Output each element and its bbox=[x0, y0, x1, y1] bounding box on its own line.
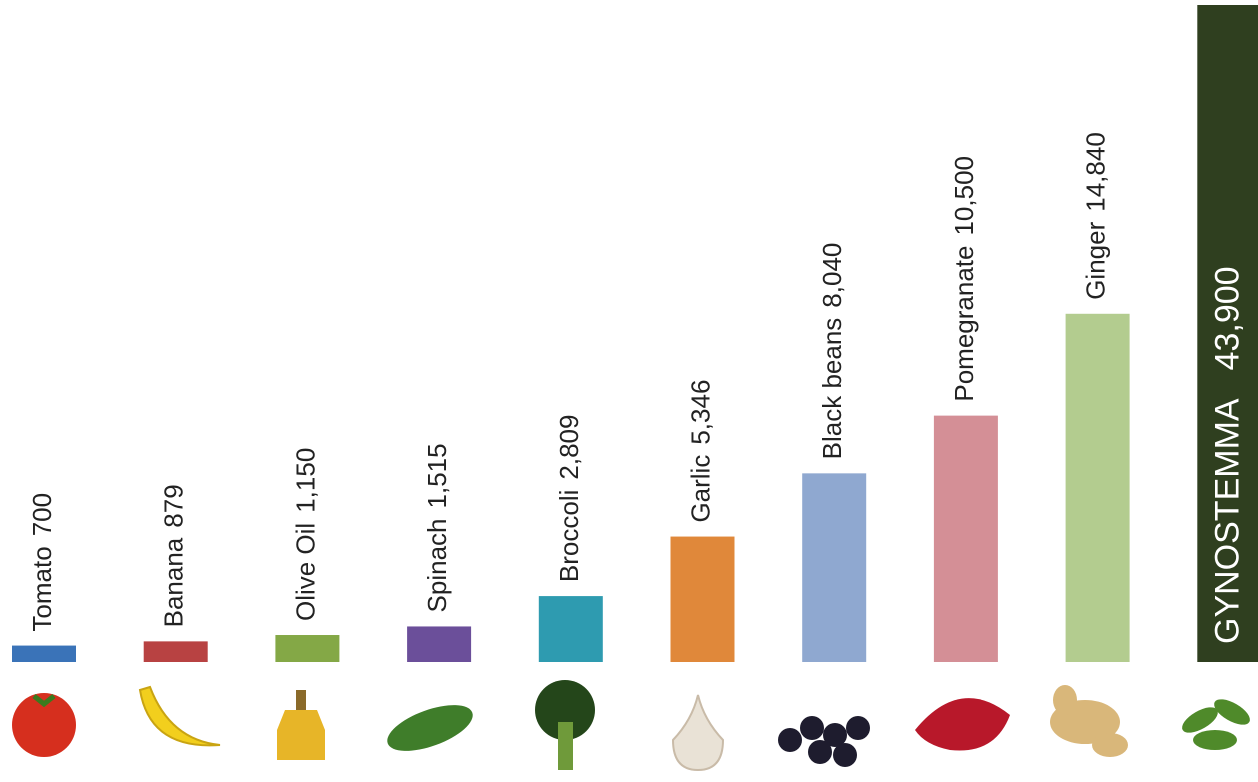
bar-label: Olive Oil 1,150 bbox=[290, 448, 320, 621]
value-label: 700 bbox=[27, 493, 57, 536]
bar bbox=[1065, 313, 1130, 662]
bar-label: Ginger 14,840 bbox=[1080, 132, 1110, 300]
category-label: GYNOSTEMMA bbox=[1208, 398, 1246, 644]
value-label: 1,515 bbox=[422, 443, 452, 508]
bar bbox=[802, 473, 867, 662]
bar-label: Spinach 1,515 bbox=[422, 443, 452, 612]
bar bbox=[933, 415, 998, 662]
bar bbox=[538, 596, 603, 662]
bar-label: Broccoli 2,809 bbox=[554, 415, 584, 583]
bar bbox=[407, 626, 472, 662]
value-label: 879 bbox=[159, 484, 189, 527]
category-label: Broccoli bbox=[554, 490, 584, 582]
bar-label: Black beans 8,040 bbox=[817, 243, 847, 460]
category-label: Banana bbox=[159, 537, 189, 627]
bar bbox=[12, 645, 76, 662]
bar bbox=[275, 635, 340, 662]
bar-label: GYNOSTEMMA 43,900 bbox=[1208, 266, 1246, 644]
value-label: 10,500 bbox=[949, 156, 979, 236]
category-label: Ginger bbox=[1080, 221, 1110, 299]
value-label: 8,040 bbox=[817, 243, 847, 308]
plot-area bbox=[12, 5, 1258, 662]
bar-label: Garlic 5,346 bbox=[685, 380, 715, 523]
category-label: Olive Oil bbox=[290, 523, 320, 621]
value-label: 14,840 bbox=[1080, 132, 1110, 212]
bar-label: Pomegranate 10,500 bbox=[949, 156, 979, 402]
category-label: Black beans bbox=[817, 318, 847, 460]
bar bbox=[143, 641, 208, 662]
value-label: 1,150 bbox=[290, 448, 320, 513]
category-label: Spinach bbox=[422, 518, 452, 612]
value-label: 2,809 bbox=[554, 415, 584, 480]
bar-label: Banana 879 bbox=[159, 484, 189, 627]
bar bbox=[1197, 5, 1258, 662]
value-label: 5,346 bbox=[685, 380, 715, 445]
category-label: Garlic bbox=[685, 455, 715, 523]
bar-label: Tomato 700 bbox=[27, 493, 57, 632]
category-label: Pomegranate bbox=[949, 246, 979, 402]
bar bbox=[670, 536, 735, 662]
value-label: 43,900 bbox=[1208, 266, 1246, 370]
category-label: Tomato bbox=[27, 546, 57, 631]
food-icons bbox=[12, 680, 1250, 772]
